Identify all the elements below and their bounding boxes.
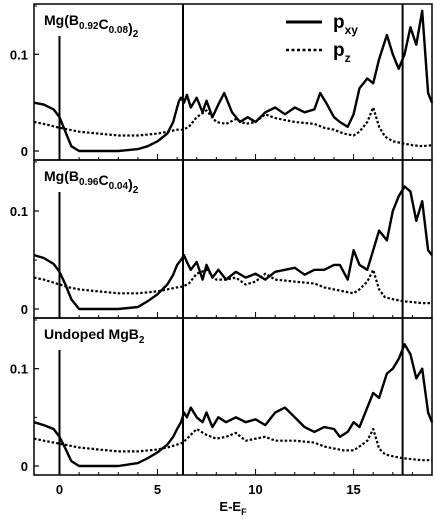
panel-title: Mg(B0.92C0.08)2 <box>44 12 139 40</box>
x-axis: 0 5 10 15 E-EF <box>56 482 361 517</box>
panel-frame <box>33 317 433 476</box>
y-tick-label: 0.1 <box>10 47 28 62</box>
series-pxy-line <box>33 185 433 311</box>
series-pz-line <box>33 427 432 462</box>
x-tick-label: 5 <box>154 482 161 497</box>
panel-3: 0 0.1 Undoped MgB2 <box>10 317 434 476</box>
series-pz-line <box>33 268 432 305</box>
y-tick-label: 0 <box>21 302 28 317</box>
x-tick-label: 10 <box>248 482 262 497</box>
y-tick-label: 0.1 <box>10 362 28 377</box>
x-tick-label: 15 <box>346 482 360 497</box>
panels: 00.1Mg(B0.92C0.08)200.1Mg(B0.96C0.04)200… <box>10 3 434 476</box>
series-pxy-line <box>33 343 434 468</box>
legend-pz-label: pz <box>333 40 351 65</box>
legend-pxy-label: pxy <box>333 12 358 37</box>
panel-title: Mg(B0.96C0.04)2 <box>44 168 139 196</box>
x-tick-label: 0 <box>56 482 63 497</box>
legend: pxy pz <box>286 12 358 65</box>
y-tick-label: 0 <box>21 144 28 159</box>
panel-1: 0 0.1 Mg(B0.92C0.08)2 <box>10 3 434 161</box>
panel-title: Undoped MgB2 <box>44 326 145 346</box>
panel-2: 0 0.1 Mg(B0.96C0.04)2 <box>10 159 433 319</box>
x-axis-label: E-EF <box>219 499 247 517</box>
y-tick-label: 0.1 <box>10 204 28 219</box>
y-tick-label: 0 <box>21 459 28 474</box>
